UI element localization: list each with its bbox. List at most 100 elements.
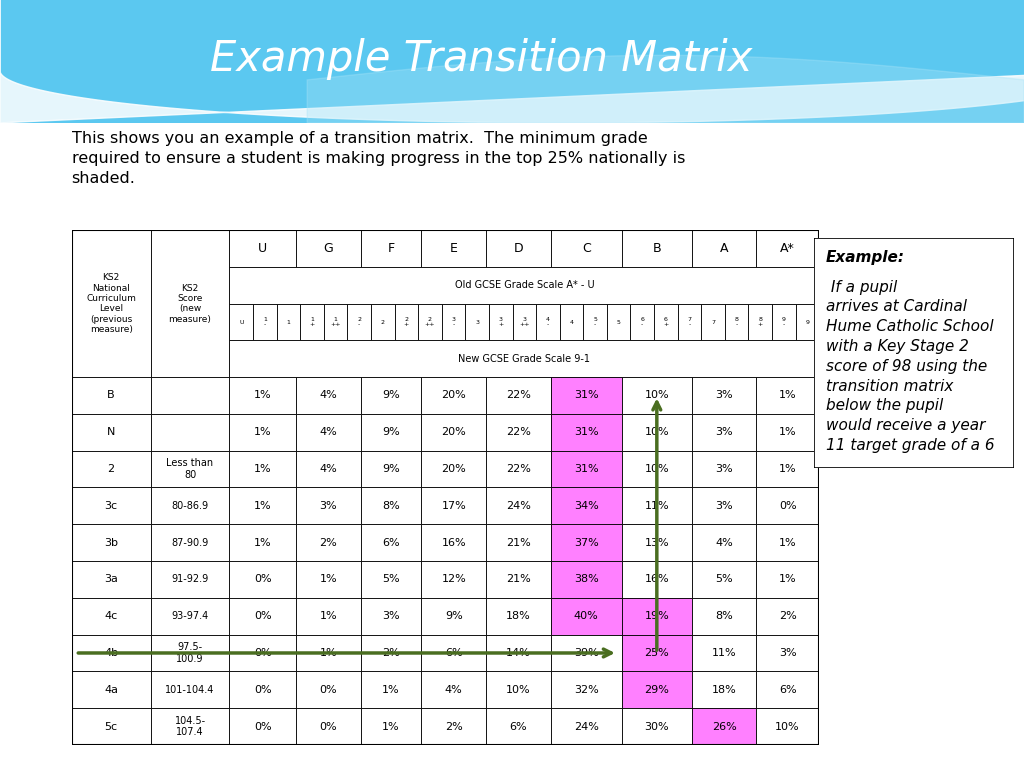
Text: 22%: 22% — [506, 390, 531, 400]
Bar — [72, 561, 151, 598]
Bar — [692, 488, 756, 525]
Text: 8%: 8% — [382, 501, 400, 511]
Bar — [551, 230, 622, 267]
Bar — [151, 414, 229, 451]
Text: 6%: 6% — [779, 685, 797, 695]
Text: 3%: 3% — [319, 501, 337, 511]
Bar — [151, 708, 229, 745]
Bar — [772, 303, 796, 340]
Text: 22%: 22% — [506, 427, 531, 437]
Bar — [441, 303, 465, 340]
Text: 3%: 3% — [716, 464, 733, 474]
Bar — [622, 414, 692, 451]
Bar — [756, 708, 819, 745]
Text: 31%: 31% — [573, 427, 599, 437]
Bar — [300, 303, 324, 340]
Text: 39%: 39% — [573, 648, 599, 658]
Text: 4a: 4a — [104, 685, 118, 695]
Bar — [607, 303, 631, 340]
Bar — [72, 634, 151, 671]
Bar — [151, 598, 229, 634]
Text: 6%: 6% — [510, 722, 527, 732]
Text: 91-92.9: 91-92.9 — [171, 574, 209, 584]
Bar — [692, 598, 756, 634]
Bar — [229, 671, 296, 708]
Text: 37%: 37% — [573, 538, 599, 548]
Text: 1
+: 1 + — [309, 316, 314, 327]
Bar — [360, 598, 421, 634]
Text: Less than
80: Less than 80 — [167, 458, 214, 480]
Text: 7
-: 7 - — [687, 316, 691, 327]
Text: 6
-: 6 - — [640, 316, 644, 327]
Bar — [394, 303, 418, 340]
Bar — [560, 303, 584, 340]
Bar — [486, 525, 551, 561]
Text: 17%: 17% — [441, 501, 466, 511]
Bar — [622, 708, 692, 745]
Text: 87-90.9: 87-90.9 — [171, 538, 209, 548]
Bar — [296, 598, 360, 634]
Bar — [360, 671, 421, 708]
Text: 4%: 4% — [319, 390, 337, 400]
Text: 1%: 1% — [382, 685, 399, 695]
Bar — [692, 230, 756, 267]
Text: 3%: 3% — [716, 501, 733, 511]
Text: 5%: 5% — [382, 574, 399, 584]
Text: 9: 9 — [806, 319, 809, 325]
Text: 1%: 1% — [382, 722, 399, 732]
Text: 5
-: 5 - — [593, 316, 597, 327]
Text: 10%: 10% — [644, 464, 669, 474]
Text: 12%: 12% — [441, 574, 466, 584]
Bar — [421, 708, 486, 745]
Text: 24%: 24% — [506, 501, 531, 511]
Text: 2%: 2% — [444, 722, 463, 732]
Bar — [486, 488, 551, 525]
Bar — [489, 303, 513, 340]
Text: 20%: 20% — [441, 464, 466, 474]
Text: 3%: 3% — [779, 648, 797, 658]
Bar — [296, 414, 360, 451]
Bar — [486, 451, 551, 488]
Text: D: D — [514, 242, 523, 255]
Text: 9%: 9% — [382, 390, 400, 400]
Text: Old GCSE Grade Scale A* - U: Old GCSE Grade Scale A* - U — [455, 280, 594, 290]
Text: 1%: 1% — [779, 574, 797, 584]
Bar — [421, 671, 486, 708]
Bar — [421, 598, 486, 634]
Bar — [486, 377, 551, 414]
Bar — [421, 414, 486, 451]
Bar — [72, 377, 151, 414]
Text: 93-97.4: 93-97.4 — [171, 611, 209, 621]
Bar — [421, 488, 486, 525]
Bar — [537, 303, 560, 340]
Bar — [725, 303, 749, 340]
Bar — [253, 303, 276, 340]
Text: 9%: 9% — [444, 611, 463, 621]
Bar — [151, 561, 229, 598]
Text: 80-86.9: 80-86.9 — [171, 501, 209, 511]
Polygon shape — [0, 0, 1024, 123]
Bar — [551, 414, 622, 451]
Text: 0%: 0% — [319, 722, 337, 732]
Bar — [486, 598, 551, 634]
Bar — [486, 708, 551, 745]
Text: If a pupil
arrives at Cardinal
Hume Catholic School
with a Key Stage 2
score of : If a pupil arrives at Cardinal Hume Cath… — [826, 280, 994, 453]
Bar — [229, 414, 296, 451]
Bar — [692, 634, 756, 671]
Text: 26%: 26% — [712, 722, 736, 732]
Text: 4%: 4% — [444, 685, 463, 695]
Text: 4%: 4% — [715, 538, 733, 548]
Bar — [151, 377, 229, 414]
Bar — [151, 451, 229, 488]
Bar — [678, 303, 701, 340]
Bar — [486, 634, 551, 671]
Bar — [151, 671, 229, 708]
Text: 18%: 18% — [712, 685, 736, 695]
Text: 38%: 38% — [573, 574, 599, 584]
Text: 16%: 16% — [441, 538, 466, 548]
Bar — [756, 634, 819, 671]
Bar — [551, 525, 622, 561]
Bar — [229, 267, 819, 303]
Text: 3%: 3% — [716, 390, 733, 400]
Text: 6
+: 6 + — [664, 316, 669, 327]
